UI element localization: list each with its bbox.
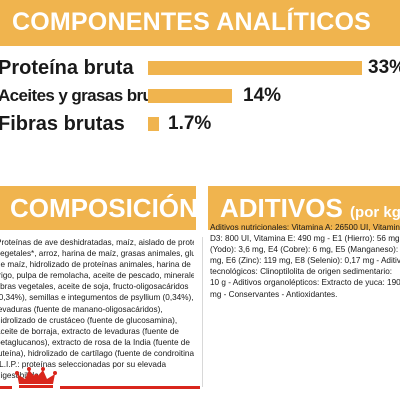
aditivos-line: mg - Conservantes - Antioxidantes. <box>210 289 338 299</box>
component-label: Proteína bruta <box>0 57 134 79</box>
composicion-line: Proteínas de ave deshidratadas, maíz, ai… <box>0 238 194 247</box>
components-title: COMPONENTES ANALÍTICOS <box>12 8 372 36</box>
composicion-text: Proteínas de ave deshidratadas, maíz, ai… <box>0 237 194 381</box>
aditivos-title: ADITIVOS (por kg) <box>220 193 400 224</box>
component-bar <box>148 117 159 131</box>
aditivos-line: D3: 800 UI, Vitamina E: 490 mg - E1 (Hie… <box>210 234 400 244</box>
footer-line-left <box>0 386 12 389</box>
aditivos-banner: ADITIVOS (por kg) <box>208 186 400 230</box>
composicion-line: digestibilidad. <box>0 371 46 381</box>
composicion-line: *L.I.P.: proteínas seleccionadas por su … <box>0 360 167 370</box>
aditivos-line: Aditivos nutricionales: Vitamina A: 2650… <box>210 223 400 232</box>
component-bar <box>148 61 362 75</box>
component-row-fat: Aceites y grasas brutos 14% <box>0 84 400 108</box>
composicion-line: trigo, pulpa de remolacha, aceite de pes… <box>0 271 194 281</box>
aditivos-line: 10 g - Aditivos organolépticos: Extracto… <box>210 278 400 288</box>
composicion-line: luteína), hidrolizado de cartílago (fuen… <box>0 348 194 358</box>
column-divider <box>202 237 203 387</box>
components-banner: COMPONENTES ANALÍTICOS <box>0 0 400 46</box>
component-row-protein: Proteína bruta 33% <box>0 56 400 80</box>
aditivos-title-text: ADITIVOS <box>220 193 343 223</box>
component-label: Fibras brutas <box>0 113 125 135</box>
composicion-line: hidrolizado de crustáceo (fuente de gluc… <box>0 315 178 325</box>
component-value: 14% <box>243 85 282 106</box>
aditivos-line: tecnológicos: Clinoptilolita de origen s… <box>210 267 393 277</box>
composicion-line: levaduras (fuente de manano-oligosacárid… <box>0 304 163 314</box>
aditivos-line: (Yodo): 3,6 mg, E4 (Cobre): 6 mg, E5 (Ma… <box>210 245 400 255</box>
composicion-line: betaglucanos), extracto de rosa de la In… <box>0 337 190 347</box>
component-value: 1.7% <box>168 113 212 134</box>
composicion-title: COMPOSICIÓN <box>10 193 198 223</box>
aditivos-subtitle: (por kg) <box>350 204 400 221</box>
composicion-line: fibras vegetales, aceite de soja, fructo… <box>0 282 189 292</box>
royal-canin-crown-icon <box>15 367 57 388</box>
aditivos-line: mg, E6 (Zinc): 119 mg, E8 (Selenio): 0,1… <box>210 256 400 266</box>
footer-line-right <box>60 386 200 389</box>
component-value: 33% <box>368 57 400 78</box>
aditivos-text: Aditivos nutricionales: Vitamina A: 2650… <box>210 222 400 300</box>
composicion-line: de maíz, hidrolizado de proteínas animal… <box>0 260 191 270</box>
component-row-fiber: Fibras brutas 1.7% <box>0 112 400 136</box>
composicion-line: vegetales*, arroz, harina de maíz, grasa… <box>0 249 194 259</box>
composicion-line: aceite de borraja, extracto de levaduras… <box>0 326 179 336</box>
composicion-line: (0,34%), semillas e integumentos de psyl… <box>0 293 194 303</box>
component-bar <box>148 89 232 103</box>
composicion-banner: COMPOSICIÓN <box>0 186 198 230</box>
component-label: Aceites y grasas brutos <box>0 86 177 105</box>
